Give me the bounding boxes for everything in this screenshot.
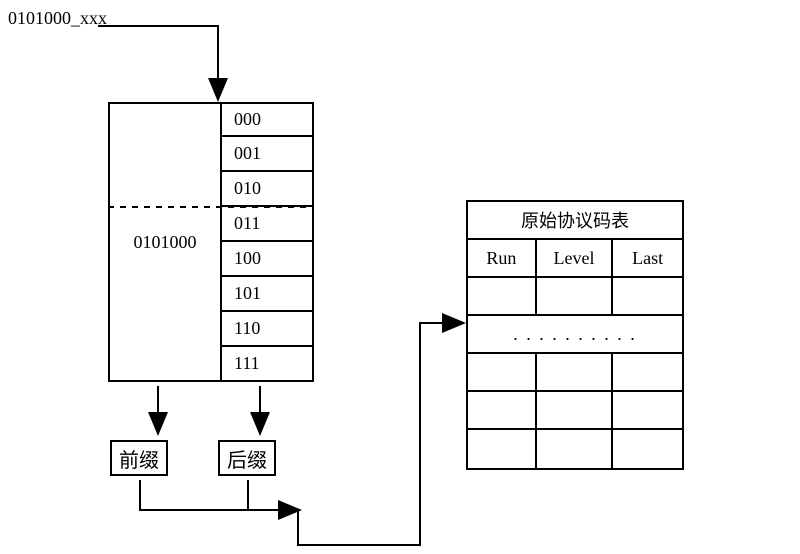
diagram-canvas: 0101000_xxx 0101000 00000101001110010111… bbox=[0, 0, 800, 554]
connectors bbox=[0, 0, 800, 554]
connector-arrow bbox=[298, 323, 462, 545]
connector-arrow bbox=[98, 26, 218, 98]
connector-arrow bbox=[140, 480, 298, 510]
